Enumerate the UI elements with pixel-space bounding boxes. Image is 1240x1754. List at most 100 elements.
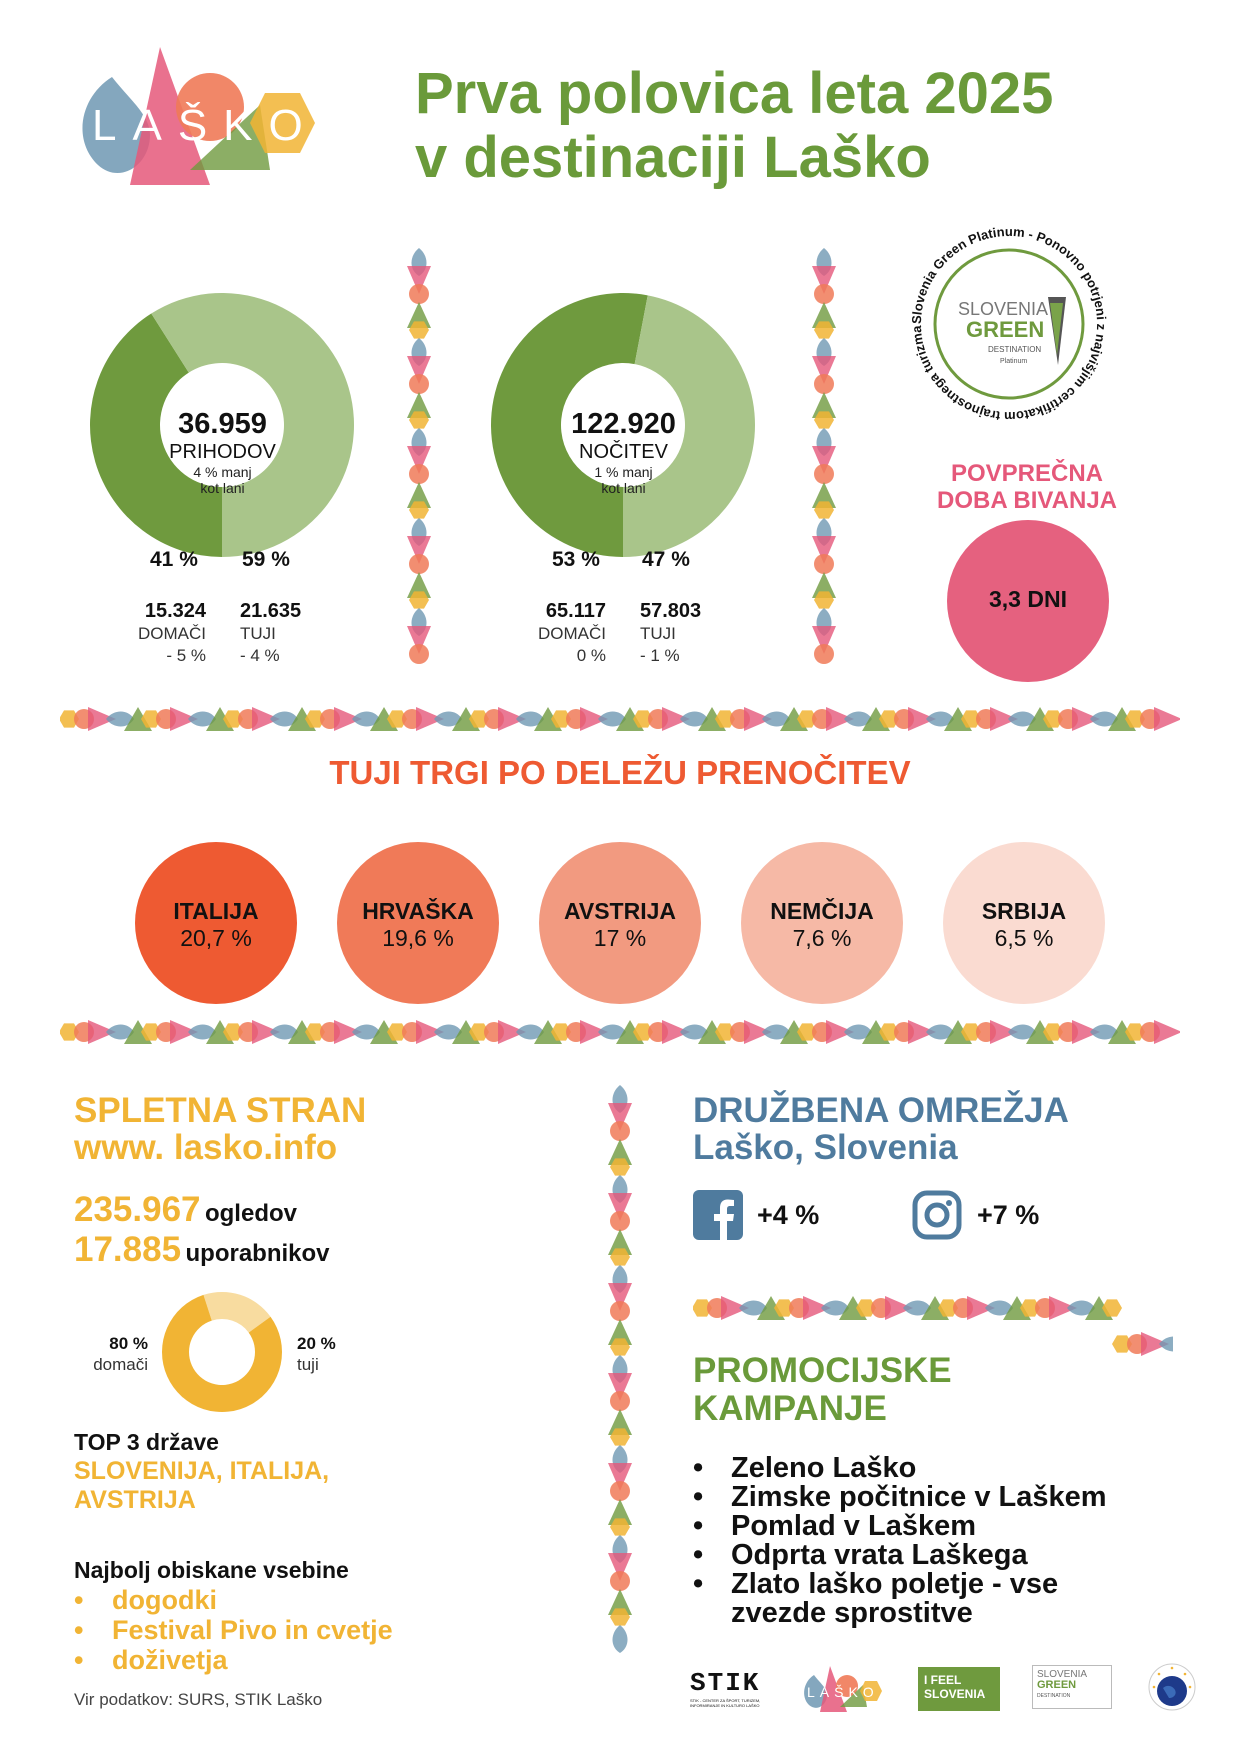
garland-triangle [1072,707,1100,731]
garland-hexagon [814,411,834,429]
market-value: 20,7 % [180,925,252,951]
garland-hexagon [1125,710,1145,728]
garland-drop [270,711,298,727]
web-domestic-pct: 80 % [109,1334,148,1353]
nights-foreign-stat: 57.803 TUJI - 1 % [640,600,740,667]
garland-drop [1067,1300,1095,1316]
market-circle-avstrija: AVSTRIJA 17 % [539,842,701,1004]
garland-triangle [407,356,431,384]
garland-drop [903,1300,931,1316]
garland-triangle [1141,1332,1169,1356]
lasko-logo: LAŠKO [70,45,345,195]
garland-hexagon [305,710,325,728]
arrivals-domestic-change: - 5 % [166,646,206,665]
arrivals-note-2: kot lani [200,480,245,497]
garland-triangle [662,707,690,731]
nights-foreign-pct: 47 % [642,548,690,571]
garland-triangle [1154,1020,1182,1044]
campaigns-list-wrap: Zeleno LaškoZimske počitnice v LaškemPom… [693,1454,1107,1628]
garland-triangle [608,1373,632,1401]
garland-hexagon [223,1023,243,1041]
garland-hexagon [305,1023,325,1041]
garland-horizontal-2 [59,1013,1182,1051]
garland-drop [598,1024,626,1040]
web-foreign-slice [203,1292,271,1333]
garland-triangle [407,392,431,418]
garland-drop [1008,1024,1036,1040]
garland-drop [680,711,708,727]
web-views-value: 235.967 [74,1190,201,1229]
facebook-icon[interactable] [693,1190,743,1240]
garland-triangle [812,356,836,384]
garland-hexagon [797,1023,817,1041]
web-top3-line-2: AVSTRIJA [74,1486,196,1514]
garland-hexagon [551,1023,571,1041]
badge-line-4: Platinum [1000,358,1027,365]
arrivals-domestic-value: 15.324 [144,600,206,622]
garland-hexagon [879,710,899,728]
sg-small-1: SLOVENIA [1037,1669,1088,1680]
garland-triangle [608,1139,632,1165]
nights-note-2: kot lani [601,480,646,497]
garland-triangle [662,1020,690,1044]
instagram-icon[interactable] [912,1190,962,1240]
title-line-2: v destinaciji Laško [415,125,931,190]
market-circle-hrvaška: HRVAŠKA 19,6 % [337,842,499,1004]
web-foreign: 20 % tuji [297,1333,336,1375]
garland-triangle [826,1020,854,1044]
garland-hexagon [1125,1023,1145,1041]
market-value: 19,6 % [382,925,454,951]
garland-hexagon [387,710,407,728]
garland-hexagon [633,710,653,728]
garland-drop [680,1024,708,1040]
garland-triangle [608,1319,632,1345]
social-title: DRUŽBENA OMREŽJA Laško, Slovenia [693,1092,1069,1166]
badge-line-2: GREEN [966,317,1044,342]
garland-drop [188,711,216,727]
market-name: ITALIJA [173,898,259,924]
garland-hexagon [469,710,489,728]
garland-circle [409,374,429,394]
garland-circle [814,464,834,484]
campaigns-title-2: KAMPANJE [693,1389,887,1428]
garland-triangle [967,1296,995,1320]
garland-hexagon [814,591,834,609]
garland-triangle [608,1553,632,1581]
garland-hexagon [1112,1335,1132,1353]
garland-triangle [407,266,431,294]
garland-triangle [812,392,836,418]
web-users-value: 17.885 [74,1230,182,1269]
arrivals-foreign-stat: 21.635 TUJI - 4 % [240,600,340,667]
garland-triangle [744,1020,772,1044]
arrivals-foreign-value: 21.635 [240,600,302,622]
garland-triangle [252,707,280,731]
nights-domestic-value: 65.117 [545,600,606,622]
garland-circle [610,1571,630,1591]
garland-circle [610,1211,630,1231]
garland-drop [1090,711,1118,727]
web-content-item: dogodki [74,1585,393,1615]
stik-logo-sub-2: INFORMIRANJE IN KULTURO LAŠKO [690,1703,760,1708]
nights-foreign-change: - 1 % [640,646,680,665]
garland-hexagon [961,1023,981,1041]
campaigns-title-1: PROMOCIJSKE [693,1351,952,1390]
garland-drop [1090,1024,1118,1040]
garland-triangle [407,482,431,508]
garland-triangle [608,1409,632,1435]
garland-circle [610,1121,630,1141]
garland-triangle [812,626,836,654]
instagram-change: +7 % [977,1200,1040,1230]
garland-hexagon [774,1299,794,1317]
garland-hexagon [1020,1299,1040,1317]
garland-triangle [580,707,608,731]
garland-triangle [1049,1296,1077,1320]
arrivals-foreign-change: - 4 % [240,646,280,665]
garland-triangle [608,1463,632,1491]
garland-triangle [88,1020,116,1044]
garland-triangle [744,707,772,731]
arrivals-label: PRIHODOV [169,441,276,464]
markets-title: TUJI TRGI PO DELEŽU PRENOČITEV [329,754,911,791]
arrivals-domestic-pct: 41 % [150,548,198,571]
garland-hexagon [610,1608,630,1626]
campaign-item: Zimske počitnice v Laškem [693,1483,1107,1513]
